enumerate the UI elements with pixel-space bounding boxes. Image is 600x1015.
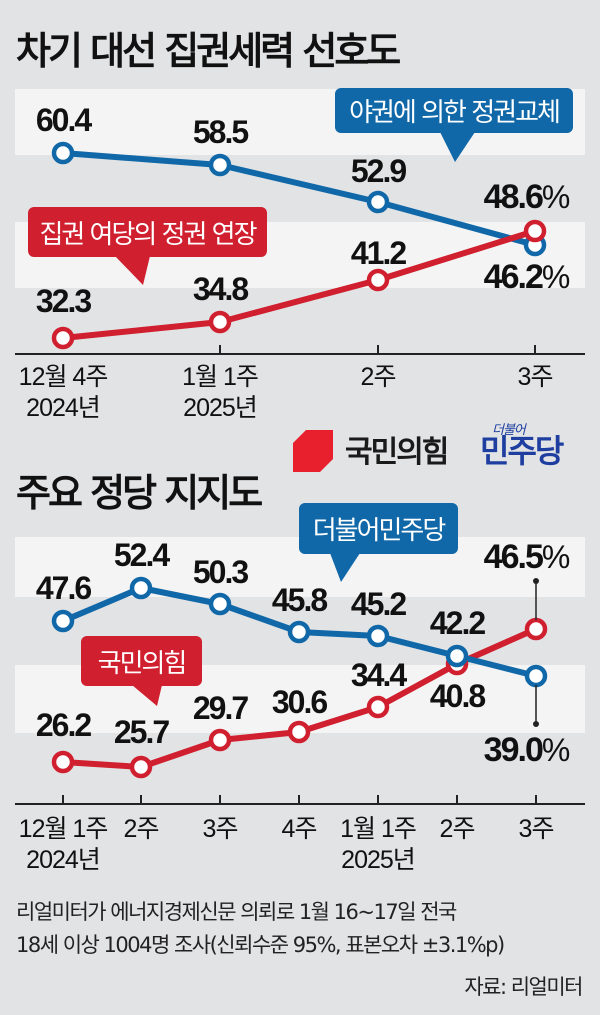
- chart1-blue-series-label: 야권에 의한 정권교체: [335, 88, 573, 133]
- chart2-x-label: 3주: [518, 814, 555, 845]
- chart2-x-label: 4주: [281, 814, 318, 845]
- chart1-tick: [377, 345, 379, 354]
- percent-sign: %: [541, 732, 571, 768]
- chart2-blue-value: 45.2: [350, 586, 407, 622]
- chart1-tick: [534, 345, 536, 354]
- x-label-line1: 12월 1주: [18, 815, 109, 843]
- chart2-blue-last-value: 39.0%: [484, 733, 571, 767]
- chart2-red-value: 26.2: [35, 707, 92, 743]
- dp-logo-small-text: 더불어: [492, 423, 526, 438]
- chart1-x-label: 3주: [517, 362, 554, 393]
- dp-logo-text: 민주당: [480, 432, 564, 470]
- chart1-red-value: 32.3: [35, 283, 92, 319]
- chart2-tick: [456, 795, 458, 804]
- chart2-x-label: 3주: [202, 814, 239, 845]
- percent-sign: %: [541, 539, 571, 575]
- x-label-line2: 2025년: [341, 846, 416, 875]
- x-label-line1: 1월 1주: [182, 363, 259, 391]
- chart1-red-value: 41.2: [350, 235, 407, 271]
- chart2-blue-series-label: 더불어민주당: [299, 503, 458, 554]
- x-label-line2: 2024년: [26, 846, 101, 875]
- chart1-blue-last-value: 46.2%: [484, 260, 571, 294]
- chart1-blue-value: 60.4: [35, 102, 92, 138]
- value-number: 46.5: [483, 538, 544, 576]
- percent-sign: %: [541, 179, 571, 215]
- chart2-tick: [219, 795, 221, 804]
- chart2-x-axis: [15, 803, 585, 805]
- chart2-tick: [377, 795, 379, 804]
- chart2-blue-value: 50.3: [192, 554, 249, 590]
- chart2-x-label: 2주: [123, 814, 160, 845]
- chart2-tick: [62, 795, 64, 804]
- x-label-line1: 1월 1주: [340, 815, 417, 843]
- x-label-line1: 2주: [360, 363, 397, 391]
- value-number: 46.2: [483, 258, 544, 296]
- x-label-line1: 3주: [202, 815, 239, 843]
- chart1-x-label: 2주: [360, 362, 397, 393]
- ppp-logo-text: 국민의힘: [345, 435, 449, 470]
- chart1-x-label: 12월 4주 2024년: [18, 362, 109, 425]
- value-number: 39.0: [483, 731, 544, 769]
- x-label-line1: 3주: [518, 815, 555, 843]
- chart1-red-value: 34.8: [192, 271, 249, 307]
- chart2-x-label: 12월 1주 2024년: [18, 814, 109, 877]
- chart1-red-series-label: 집권 여당의 정권 연장: [28, 207, 267, 257]
- chart2-x-label: 1월 1주 2025년: [340, 814, 417, 877]
- x-label-line1: 4주: [281, 815, 318, 843]
- footer-source: 자료: 리얼미터: [464, 975, 583, 999]
- chart2-tick: [298, 795, 300, 804]
- chart1-red-last-value: 48.6%: [484, 180, 571, 214]
- chart2-red-last-value: 46.5%: [484, 540, 571, 574]
- chart2-title: 주요 정당 지지도: [16, 471, 263, 515]
- x-label-line1: 2주: [439, 815, 476, 843]
- chart2-blue-value: 52.4: [113, 537, 170, 573]
- chart1-blue-value: 52.9: [350, 153, 407, 189]
- x-label-line2: 2024년: [26, 394, 101, 423]
- chart2-blue-value: 42.2: [429, 605, 486, 641]
- chart2-red-value: 40.8: [429, 678, 486, 714]
- chart2-red-value: 29.7: [192, 690, 249, 726]
- x-label-line1: 12월 4주: [18, 363, 109, 391]
- chart2-red-value: 34.4: [350, 657, 407, 693]
- ppp-logo-icon: [293, 430, 333, 472]
- chart1-x-label: 1월 1주 2025년: [182, 362, 259, 425]
- percent-sign: %: [541, 259, 571, 295]
- chart2-tick: [535, 795, 537, 804]
- footer-note-line2: 18세 이상 1004명 조사(신뢰수준 95%, 표본오차 ±3.1%p): [16, 933, 505, 957]
- chart1-blue-value: 58.5: [192, 114, 249, 150]
- x-label-line1: 3주: [517, 363, 554, 391]
- value-number: 48.6: [483, 178, 544, 216]
- chart2-red-series-label: 국민의힘: [81, 636, 202, 686]
- chart2-red-value: 30.6: [271, 684, 328, 720]
- chart2-x-label: 2주: [439, 814, 476, 845]
- chart2-tick: [140, 795, 142, 804]
- chart2-blue-value: 47.6: [35, 570, 92, 606]
- chart1-tick: [219, 345, 221, 354]
- chart1-title: 차기 대선 집권세력 선호도: [16, 29, 401, 73]
- footer-note-line1: 리얼미터가 에너지경제신문 의뢰로 1월 16~17일 전국: [16, 900, 457, 924]
- chart2-red-value: 25.7: [113, 714, 170, 750]
- x-label-line2: 2025년: [183, 394, 258, 423]
- chart2-blue-value: 45.8: [271, 582, 328, 618]
- x-label-line1: 2주: [123, 815, 160, 843]
- chart1-x-axis: [15, 353, 585, 355]
